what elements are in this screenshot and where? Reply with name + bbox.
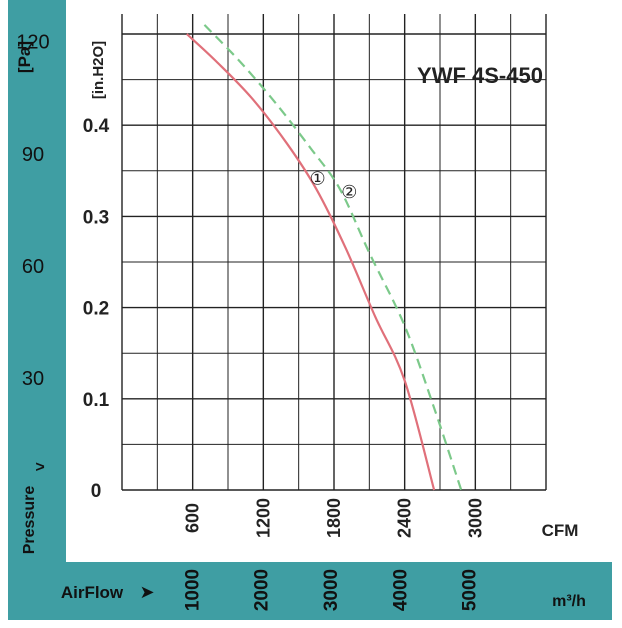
x-tick-m3h: 4000	[390, 569, 411, 611]
series-1-label: ①	[309, 168, 325, 188]
series-2-curve	[203, 24, 463, 491]
tick-labels: 0.4 0.3 0.2 0.1 0 120 90 60 30 600 1200 1800 2400 300…	[16, 32, 485, 611]
x-unit-cfm: CFM	[542, 521, 579, 540]
y-tick-pa: 90	[22, 144, 44, 166]
x-axis-label: AirFlow	[61, 583, 124, 602]
x-tick-m3h: 3000	[321, 569, 342, 611]
y-tick-pa: 30	[22, 368, 44, 390]
y-unit-pa: [Pa]	[15, 41, 34, 73]
y-axis-label: Pressure	[21, 486, 38, 555]
y-unit-inh2o: [in.H2O]	[90, 41, 107, 99]
x-tick-m3h: 1000	[182, 569, 203, 611]
curves	[186, 24, 463, 491]
x-tick-cfm: 2400	[395, 498, 415, 538]
y-tick-inh2o: 0.4	[83, 116, 110, 137]
y-tick-inh2o: 0.3	[83, 207, 109, 228]
y-tick-pa: 60	[22, 256, 44, 278]
x-tick-cfm: 3000	[465, 498, 485, 538]
pressure-arrow-icon: >	[35, 459, 44, 476]
airflow-arrow-icon: ➤	[139, 582, 154, 602]
x-tick-m3h: 2000	[252, 569, 273, 611]
x-tick-cfm: 1200	[253, 498, 273, 538]
chart-title: YWF 4S-450	[417, 63, 543, 88]
grid	[121, 14, 547, 491]
series-1-curve	[186, 33, 436, 491]
x-tick-cfm: 1800	[324, 498, 344, 538]
series-2-label: ②	[341, 182, 357, 202]
x-tick-m3h: 5000	[460, 569, 481, 611]
x-tick-cfm: 600	[183, 503, 203, 533]
y-tick-inh2o: 0.1	[83, 390, 110, 411]
y-tick-inh2o: 0.2	[83, 299, 109, 320]
x-unit-m3h: m³/h	[552, 593, 586, 610]
y-tick-pa: 120	[16, 32, 49, 54]
y-tick-inh2o: 0	[91, 481, 102, 502]
